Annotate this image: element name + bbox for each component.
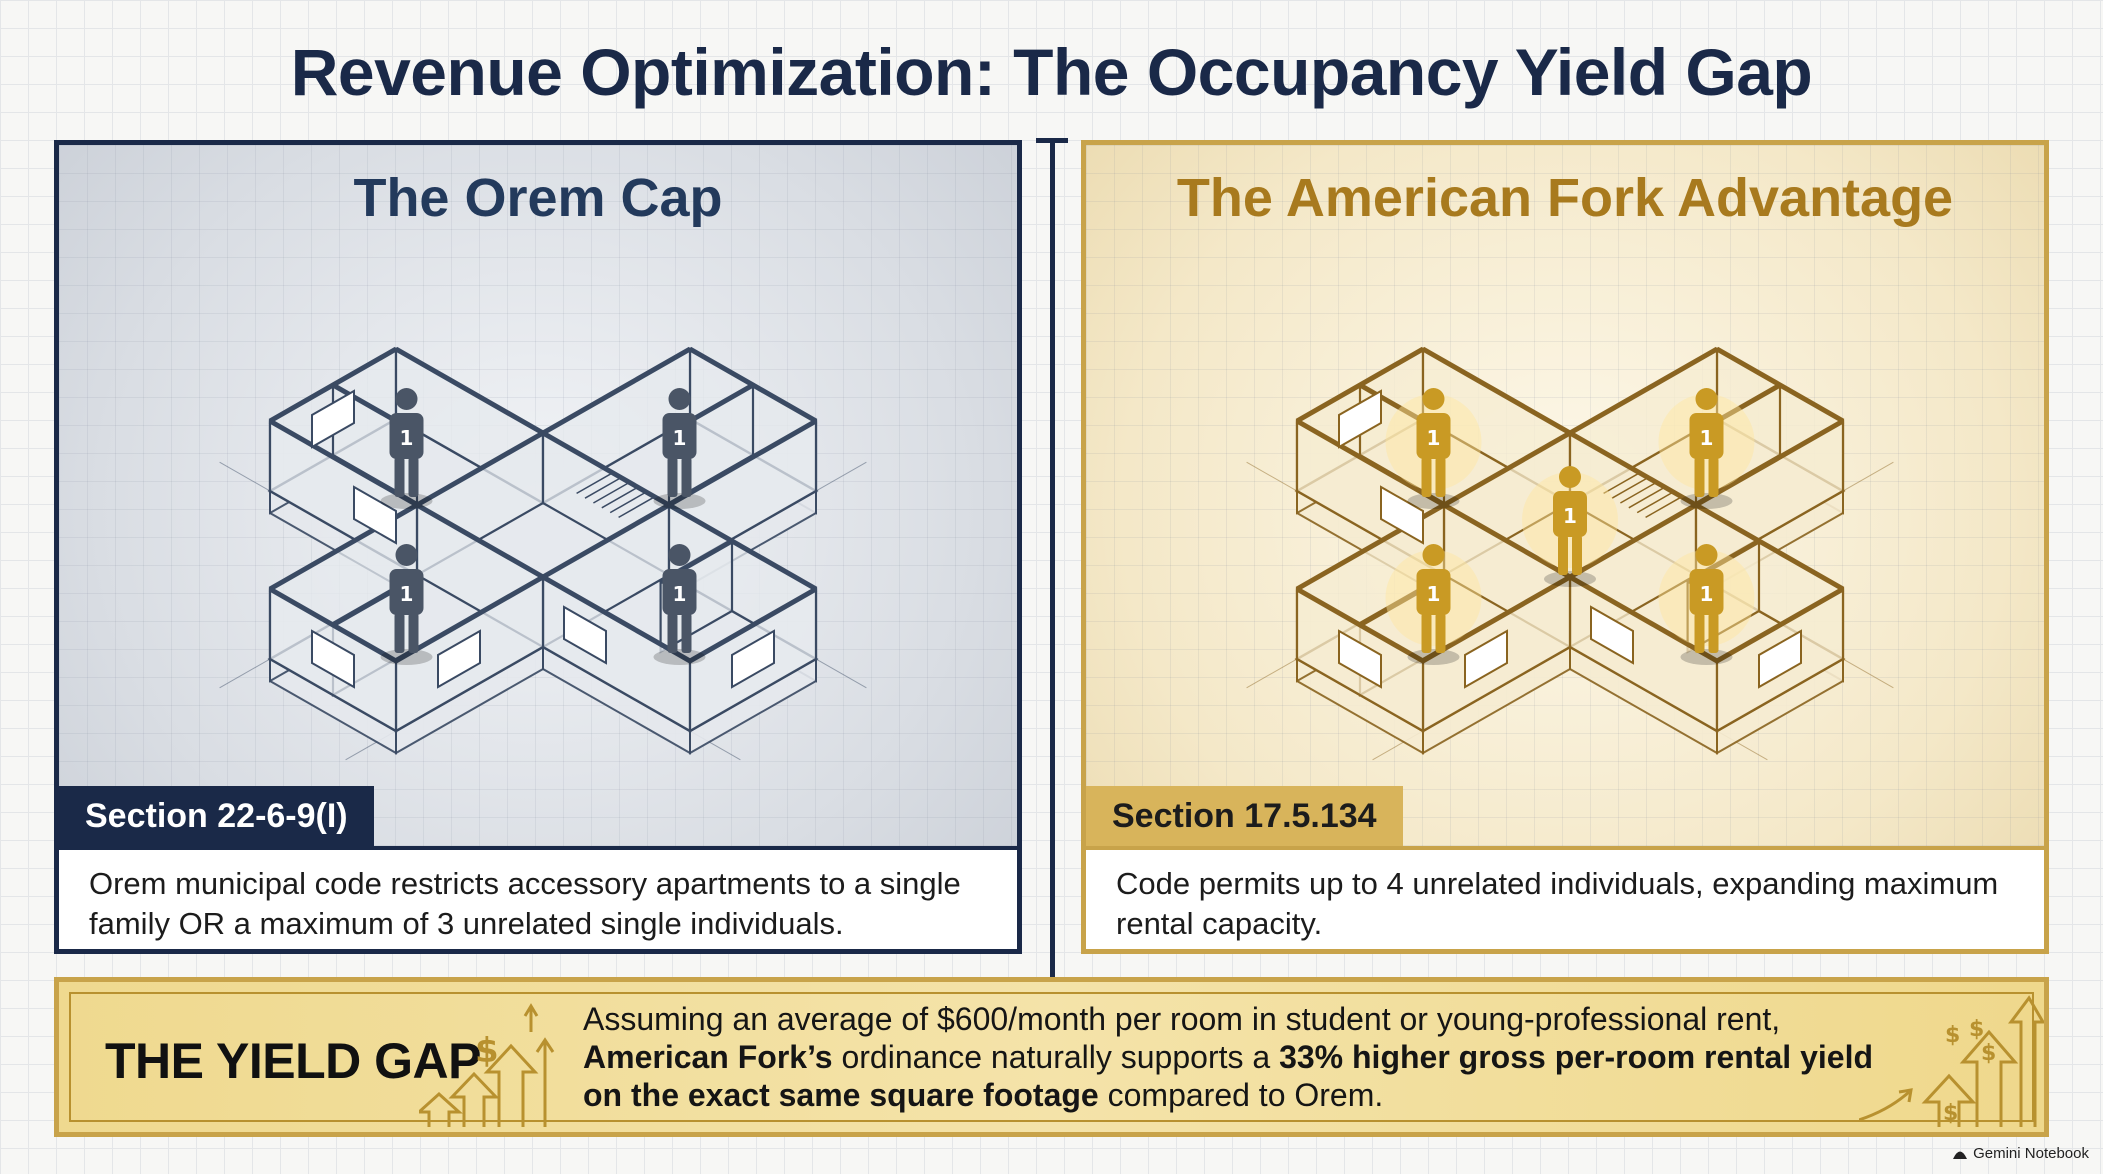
occupant-label: 1	[400, 426, 414, 450]
yield-gap-inner-border	[69, 992, 2034, 1122]
occupant-label: 1	[1700, 426, 1714, 450]
windows	[311, 389, 775, 689]
occupant-label: 1	[1563, 504, 1577, 528]
orem-panel: The Orem Cap 1 1 1 1 Section 22-6-9(I) Orem…	[54, 140, 1022, 954]
occupant-label: 1	[400, 582, 414, 606]
walls	[1295, 346, 1845, 733]
occupant-icon: 1	[1658, 388, 1755, 509]
american-fork-description: Code permits up to 4 unrelated individua…	[1086, 846, 2044, 949]
stairs	[1603, 471, 1684, 519]
yield-text-segment: ordinance naturally supports a	[832, 1039, 1280, 1075]
occupant-icon: 1	[1658, 544, 1755, 665]
occupant-icon: 1	[653, 388, 706, 509]
occupant-icon: 1	[1385, 544, 1482, 665]
occupant-icon: 1	[653, 544, 706, 665]
occupants: 1 1 1 1	[380, 388, 706, 665]
walls	[268, 346, 818, 733]
occupant-label: 1	[1700, 582, 1714, 606]
svg-text:$: $	[1945, 1023, 1960, 1048]
american-fork-floor-plan: 1 1 1 1 1	[1246, 346, 1894, 761]
svg-text:$: $	[1981, 1041, 1996, 1066]
american-fork-panel: The American Fork Advantage 1 1 1 1 1 Sectio…	[1081, 140, 2049, 954]
yield-gap-text: Assuming an average of $600/month per ro…	[583, 1000, 1973, 1114]
occupants: 1 1 1 1 1	[1385, 388, 1755, 665]
center-divider-cap	[1036, 138, 1068, 143]
orem-description: Orem municipal code restricts accessory …	[59, 846, 1017, 949]
occupant-label: 1	[1427, 582, 1441, 606]
gemini-notebook-watermark: Gemini Notebook	[1952, 1145, 2089, 1162]
yield-text-line-1: Assuming an average of $600/month per ro…	[583, 1001, 1781, 1037]
occupant-icon: 1	[380, 388, 433, 509]
yield-gap-banner: THE YIELD GAP $ Assuming an average of $…	[54, 977, 2049, 1137]
occupant-icon: 1	[1385, 388, 1482, 509]
occupant-label: 1	[673, 582, 687, 606]
windows	[1338, 389, 1802, 689]
american-fork-panel-title: The American Fork Advantage	[1176, 168, 1954, 228]
stairs	[576, 471, 657, 519]
occupant-label: 1	[673, 426, 687, 450]
occupant-icon: 1	[1522, 466, 1618, 587]
svg-text:$: $	[1969, 1017, 1984, 1042]
growth-arrows-right-icon: $$ $$	[1859, 995, 2044, 1127]
orem-section-tag: Section 22-6-9(I)	[59, 786, 374, 846]
svg-text:$: $	[1943, 1101, 1958, 1126]
yield-bold-percentage: 33% higher gross per-room rental yield	[1279, 1039, 1873, 1075]
yield-text-line-3: on the exact same square footage compare…	[583, 1076, 1973, 1114]
watermark-text: Gemini Notebook	[1973, 1145, 2089, 1162]
orem-panel-title: The Orem Cap	[353, 168, 723, 228]
orem-floor-plan: 1 1 1 1	[219, 346, 867, 761]
occupant-icon: 1	[380, 544, 433, 665]
growth-arrows-left-icon: $	[419, 1003, 555, 1127]
notebook-logo-icon	[1953, 1151, 1968, 1159]
occupant-label: 1	[1427, 426, 1441, 450]
page-title: Revenue Optimization: The Occupancy Yiel…	[290, 35, 1813, 109]
svg-text:$: $	[475, 1031, 499, 1071]
yield-gap-label: THE YIELD GAP	[105, 1033, 481, 1089]
yield-text-segment: compared to Orem.	[1098, 1077, 1384, 1113]
yield-text-line-2: American Fork’s ordinance naturally supp…	[583, 1038, 1973, 1076]
yield-bold-square-footage: on the exact same square footage	[583, 1077, 1099, 1113]
yield-bold-american-fork: American Fork’s	[583, 1039, 833, 1075]
center-divider	[1050, 138, 1055, 978]
american-fork-section-tag: Section 17.5.134	[1086, 786, 1403, 846]
